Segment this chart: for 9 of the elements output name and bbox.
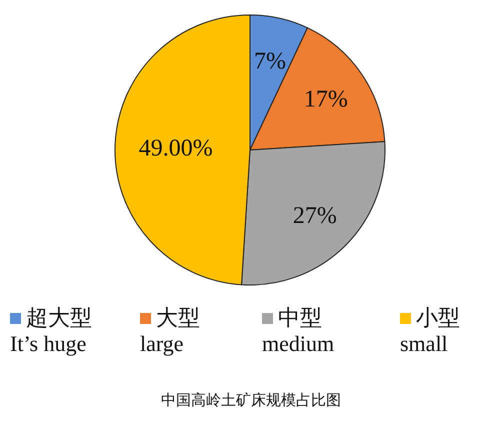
data-label: 27% [292, 202, 337, 229]
data-label: 7% [254, 48, 286, 74]
legend-label: 中型 medium [262, 305, 334, 356]
text: 中国高岭土矿床规模占比图 [161, 392, 341, 409]
legend-label: 超大型 It’s huge [10, 305, 92, 356]
data-label: 17% [304, 86, 348, 112]
legend-label: 小型 small [400, 305, 460, 356]
legend-label: 大型 large [140, 305, 200, 356]
data-label: 49.00% [138, 136, 213, 162]
